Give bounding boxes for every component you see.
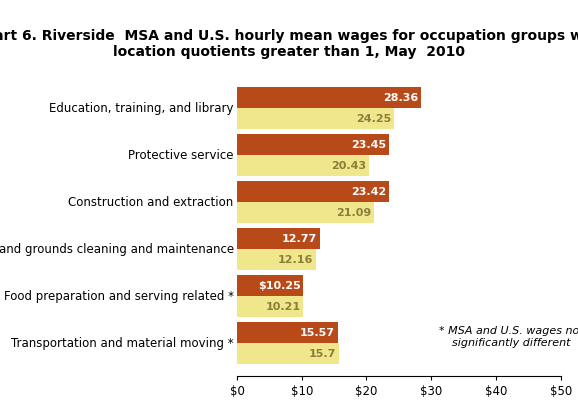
Text: 23.42: 23.42 (351, 187, 386, 197)
Bar (237, 181, 388, 202)
Text: Education, training, and library: Education, training, and library (49, 102, 234, 115)
Bar (237, 155, 369, 176)
Text: 28.36: 28.36 (383, 93, 418, 103)
Text: 12.16: 12.16 (278, 255, 313, 265)
Text: 20.43: 20.43 (332, 161, 366, 171)
Text: Transportation and material moving *: Transportation and material moving * (11, 336, 234, 349)
Bar (237, 322, 338, 343)
Bar (237, 134, 389, 155)
Text: 15.7: 15.7 (309, 349, 336, 359)
Text: 15.57: 15.57 (300, 328, 335, 338)
Text: Food preparation and serving related *: Food preparation and serving related * (3, 290, 234, 303)
Text: Building and grounds cleaning and maintenance: Building and grounds cleaning and mainte… (0, 243, 234, 256)
Bar (237, 296, 303, 317)
Text: 21.09: 21.09 (336, 208, 371, 218)
Text: 23.45: 23.45 (351, 140, 386, 150)
Bar (237, 87, 421, 108)
Bar (237, 202, 373, 223)
Bar (237, 343, 339, 364)
Text: $10.25: $10.25 (258, 280, 301, 291)
Bar (237, 275, 303, 296)
Text: Construction and extraction: Construction and extraction (69, 196, 234, 209)
Text: 10.21: 10.21 (265, 302, 301, 312)
Text: Chart 6. Riverside  MSA and U.S. hourly mean wages for occupation groups with
lo: Chart 6. Riverside MSA and U.S. hourly m… (0, 29, 578, 59)
Bar (237, 228, 320, 249)
Text: Protective service: Protective service (128, 149, 234, 162)
Text: 24.25: 24.25 (356, 114, 391, 124)
Bar (237, 108, 394, 129)
Text: 12.77: 12.77 (282, 234, 317, 244)
Text: * MSA and U.S. wages not
significantly different: * MSA and U.S. wages not significantly d… (439, 326, 578, 348)
Bar (237, 249, 316, 270)
